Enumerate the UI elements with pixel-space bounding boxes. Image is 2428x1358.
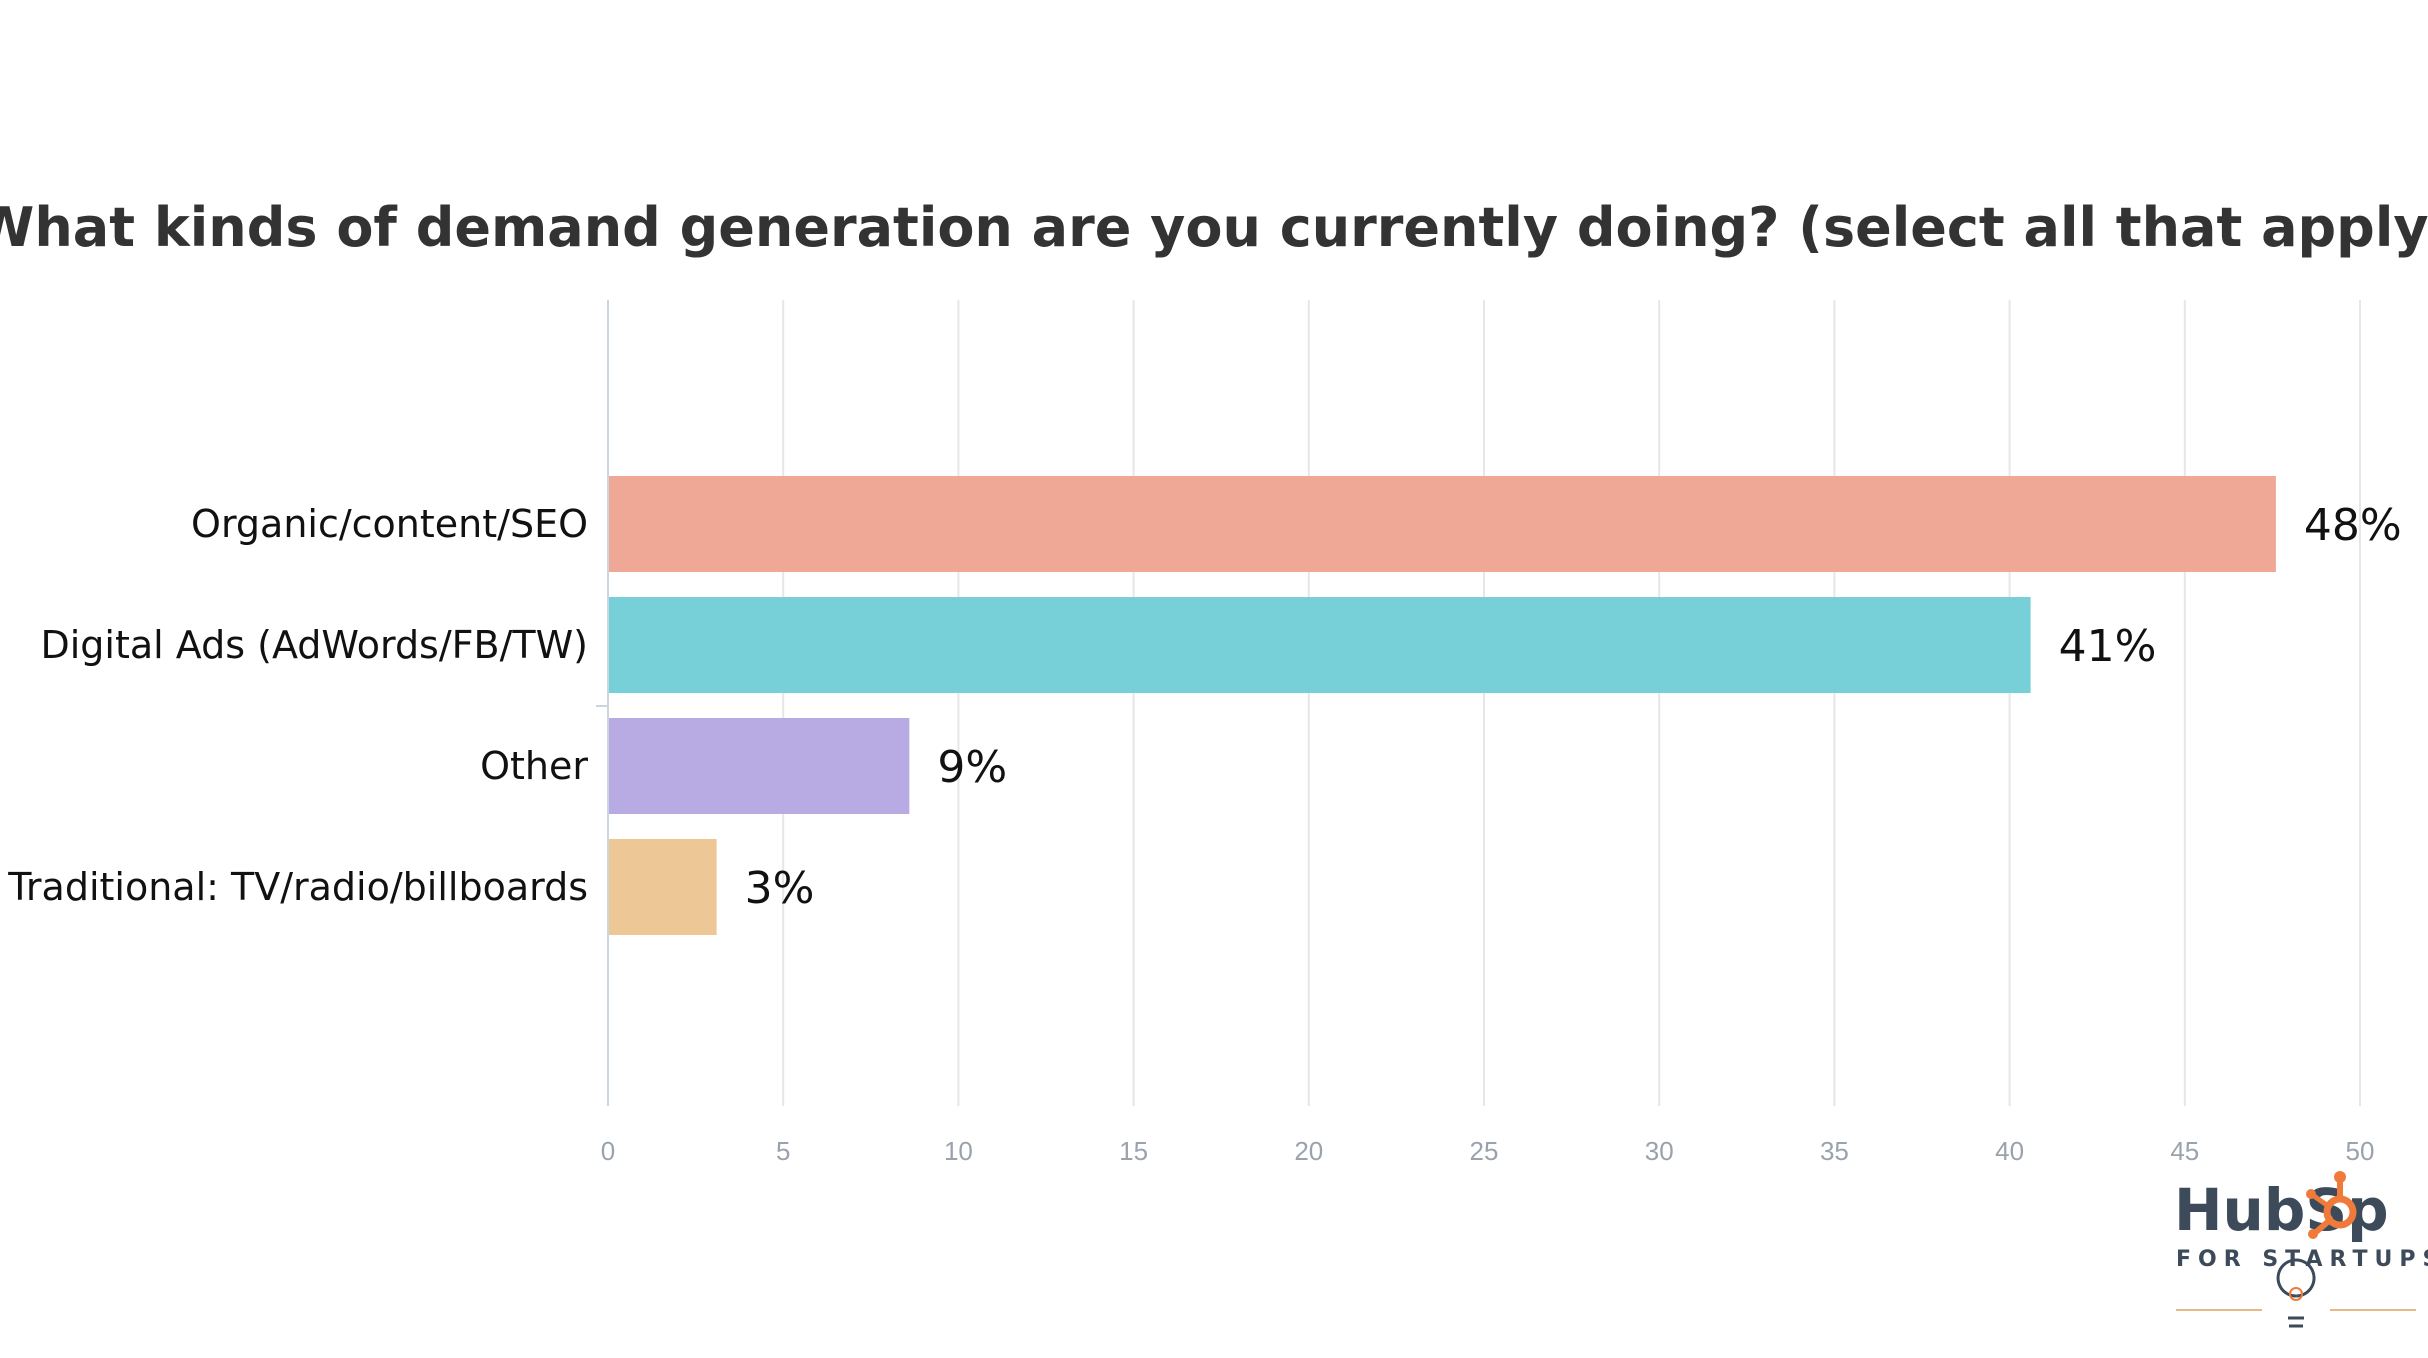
bar	[609, 839, 717, 935]
data-labels: 48% 41% 9% 3%	[745, 500, 2402, 914]
x-tick-label: 45	[2170, 1136, 2199, 1166]
x-tick-label: 10	[944, 1136, 973, 1166]
x-tick-label: 20	[1294, 1136, 1323, 1166]
category-label: Digital Ads (AdWords/FB/TW)	[40, 623, 588, 667]
grid	[596, 300, 2361, 1106]
category-label: Organic/content/SEO	[191, 502, 588, 546]
category-labels: Organic/content/SEO Digital Ads (AdWords/…	[7, 502, 588, 909]
chart-title: What kinds of demand generation are you …	[0, 196, 2428, 259]
data-label: 9%	[937, 742, 1007, 793]
bar	[609, 597, 2031, 693]
bar	[609, 718, 910, 814]
x-tick-label: 5	[776, 1136, 790, 1166]
bar	[609, 476, 2276, 572]
hubspot-for-startups-logo: HubSpt FOR STARTUPS	[2174, 1171, 2428, 1328]
x-tick-label: 30	[1645, 1136, 1674, 1166]
data-label: 3%	[745, 863, 815, 914]
x-tick-label: 15	[1119, 1136, 1148, 1166]
logo-wordmark: HubSpt	[2174, 1176, 2428, 1244]
x-tick-label: 25	[1470, 1136, 1499, 1166]
lightbulb-icon	[2276, 1258, 2316, 1328]
data-label: 41%	[2059, 621, 2157, 672]
x-tick-label: 50	[2346, 1136, 2375, 1166]
x-tick-label: 35	[1820, 1136, 1849, 1166]
x-tick-label: 0	[601, 1136, 615, 1166]
x-tick-label: 40	[1995, 1136, 2024, 1166]
category-label: Other	[480, 744, 588, 788]
bars	[609, 476, 2276, 935]
sprocket-icon	[2306, 1171, 2357, 1239]
x-axis-ticks: 0 5 10 15 20 25 30 35 40 45 50	[601, 1136, 2375, 1166]
logo-wordmark-hub: HubSp	[2174, 1176, 2389, 1244]
category-label: Traditional: TV/radio/billboards	[7, 865, 588, 909]
data-label: 48%	[2304, 500, 2402, 551]
